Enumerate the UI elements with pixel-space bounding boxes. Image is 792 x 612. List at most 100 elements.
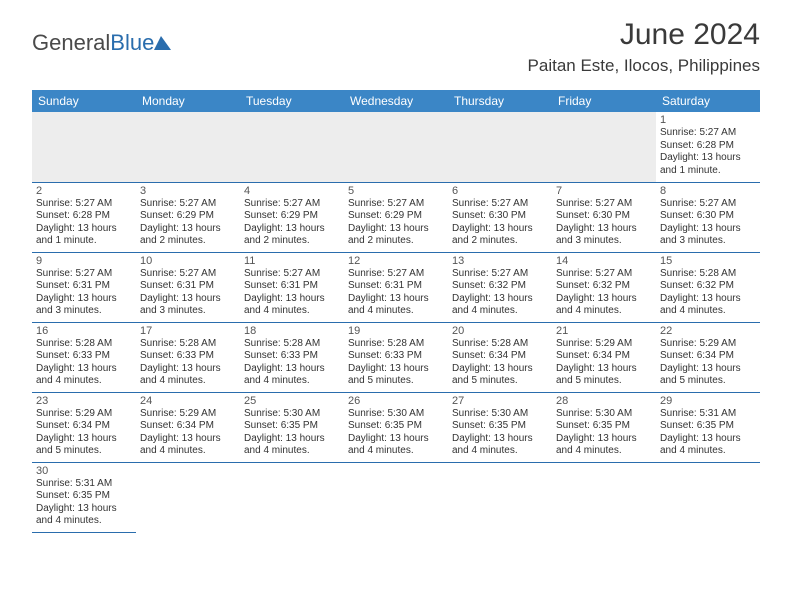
daylight-text: Daylight: 13 hours: [348, 433, 444, 446]
day-number: 7: [556, 185, 652, 197]
day-number: 23: [36, 395, 132, 407]
calendar-cell: 25Sunrise: 5:30 AMSunset: 6:35 PMDayligh…: [240, 392, 344, 462]
calendar-cell: [656, 462, 760, 532]
day-number: 30: [36, 465, 132, 477]
day-number: 10: [140, 255, 236, 267]
daylight-text: and 4 minutes.: [348, 445, 444, 458]
calendar-cell: 14Sunrise: 5:27 AMSunset: 6:32 PMDayligh…: [552, 252, 656, 322]
daylight-text: and 4 minutes.: [244, 375, 340, 388]
calendar-cell: [240, 462, 344, 532]
day-header-row: Sunday Monday Tuesday Wednesday Thursday…: [32, 90, 760, 112]
sunrise-text: Sunrise: 5:28 AM: [660, 268, 756, 281]
daylight-text: Daylight: 13 hours: [140, 223, 236, 236]
daylight-text: Daylight: 13 hours: [452, 293, 548, 306]
location-text: Paitan Este, Ilocos, Philippines: [528, 56, 760, 76]
daylight-text: and 4 minutes.: [348, 305, 444, 318]
sunrise-text: Sunrise: 5:30 AM: [452, 408, 548, 421]
calendar-cell: 4Sunrise: 5:27 AMSunset: 6:29 PMDaylight…: [240, 182, 344, 252]
daylight-text: and 4 minutes.: [36, 515, 132, 528]
sunset-text: Sunset: 6:34 PM: [556, 350, 652, 363]
sunset-text: Sunset: 6:28 PM: [36, 210, 132, 223]
sunrise-text: Sunrise: 5:29 AM: [660, 338, 756, 351]
sunset-text: Sunset: 6:31 PM: [36, 280, 132, 293]
sunset-text: Sunset: 6:29 PM: [348, 210, 444, 223]
sunrise-text: Sunrise: 5:28 AM: [244, 338, 340, 351]
sunset-text: Sunset: 6:32 PM: [660, 280, 756, 293]
calendar-cell: [344, 112, 448, 182]
day-number: 2: [36, 185, 132, 197]
sunset-text: Sunset: 6:29 PM: [140, 210, 236, 223]
calendar-cell: 11Sunrise: 5:27 AMSunset: 6:31 PMDayligh…: [240, 252, 344, 322]
calendar-row: 1Sunrise: 5:27 AMSunset: 6:28 PMDaylight…: [32, 112, 760, 182]
day-number: 17: [140, 325, 236, 337]
sunrise-text: Sunrise: 5:29 AM: [556, 338, 652, 351]
day-number: 6: [452, 185, 548, 197]
calendar-cell: [136, 112, 240, 182]
calendar-row: 16Sunrise: 5:28 AMSunset: 6:33 PMDayligh…: [32, 322, 760, 392]
day-header: Monday: [136, 90, 240, 112]
sunset-text: Sunset: 6:34 PM: [36, 420, 132, 433]
sunrise-text: Sunrise: 5:27 AM: [244, 268, 340, 281]
calendar-cell: 23Sunrise: 5:29 AMSunset: 6:34 PMDayligh…: [32, 392, 136, 462]
day-header: Thursday: [448, 90, 552, 112]
day-header: Tuesday: [240, 90, 344, 112]
sunset-text: Sunset: 6:35 PM: [36, 490, 132, 503]
sunset-text: Sunset: 6:34 PM: [140, 420, 236, 433]
calendar-cell: [552, 462, 656, 532]
daylight-text: Daylight: 13 hours: [556, 293, 652, 306]
daylight-text: and 5 minutes.: [556, 375, 652, 388]
day-number: 18: [244, 325, 340, 337]
sunrise-text: Sunrise: 5:27 AM: [348, 268, 444, 281]
daylight-text: and 4 minutes.: [660, 305, 756, 318]
calendar-table: Sunday Monday Tuesday Wednesday Thursday…: [32, 90, 760, 533]
sunset-text: Sunset: 6:35 PM: [556, 420, 652, 433]
sunrise-text: Sunrise: 5:27 AM: [452, 198, 548, 211]
daylight-text: Daylight: 13 hours: [36, 293, 132, 306]
sunset-text: Sunset: 6:31 PM: [244, 280, 340, 293]
daylight-text: Daylight: 13 hours: [348, 363, 444, 376]
daylight-text: Daylight: 13 hours: [244, 363, 340, 376]
calendar-row: 9Sunrise: 5:27 AMSunset: 6:31 PMDaylight…: [32, 252, 760, 322]
calendar-cell: 27Sunrise: 5:30 AMSunset: 6:35 PMDayligh…: [448, 392, 552, 462]
daylight-text: and 3 minutes.: [660, 235, 756, 248]
calendar-cell: 22Sunrise: 5:29 AMSunset: 6:34 PMDayligh…: [656, 322, 760, 392]
sunset-text: Sunset: 6:35 PM: [348, 420, 444, 433]
calendar-cell: 8Sunrise: 5:27 AMSunset: 6:30 PMDaylight…: [656, 182, 760, 252]
daylight-text: and 4 minutes.: [452, 445, 548, 458]
calendar-cell: 21Sunrise: 5:29 AMSunset: 6:34 PMDayligh…: [552, 322, 656, 392]
day-number: 29: [660, 395, 756, 407]
day-number: 13: [452, 255, 548, 267]
calendar-cell: 30Sunrise: 5:31 AMSunset: 6:35 PMDayligh…: [32, 462, 136, 532]
calendar-cell: 20Sunrise: 5:28 AMSunset: 6:34 PMDayligh…: [448, 322, 552, 392]
daylight-text: Daylight: 13 hours: [244, 223, 340, 236]
daylight-text: Daylight: 13 hours: [660, 152, 756, 165]
daylight-text: Daylight: 13 hours: [452, 363, 548, 376]
calendar-cell: 7Sunrise: 5:27 AMSunset: 6:30 PMDaylight…: [552, 182, 656, 252]
sunrise-text: Sunrise: 5:28 AM: [140, 338, 236, 351]
calendar-cell: 15Sunrise: 5:28 AMSunset: 6:32 PMDayligh…: [656, 252, 760, 322]
day-header: Sunday: [32, 90, 136, 112]
calendar-cell: 29Sunrise: 5:31 AMSunset: 6:35 PMDayligh…: [656, 392, 760, 462]
day-number: 1: [660, 114, 756, 126]
daylight-text: Daylight: 13 hours: [660, 363, 756, 376]
sunrise-text: Sunrise: 5:29 AM: [36, 408, 132, 421]
day-number: 16: [36, 325, 132, 337]
daylight-text: Daylight: 13 hours: [244, 293, 340, 306]
sunrise-text: Sunrise: 5:30 AM: [348, 408, 444, 421]
day-number: 26: [348, 395, 444, 407]
daylight-text: and 5 minutes.: [348, 375, 444, 388]
calendar-cell: 6Sunrise: 5:27 AMSunset: 6:30 PMDaylight…: [448, 182, 552, 252]
sunrise-text: Sunrise: 5:27 AM: [244, 198, 340, 211]
sunset-text: Sunset: 6:32 PM: [556, 280, 652, 293]
daylight-text: Daylight: 13 hours: [348, 223, 444, 236]
calendar-cell: 17Sunrise: 5:28 AMSunset: 6:33 PMDayligh…: [136, 322, 240, 392]
day-number: 24: [140, 395, 236, 407]
daylight-text: and 1 minute.: [36, 235, 132, 248]
calendar-row: 23Sunrise: 5:29 AMSunset: 6:34 PMDayligh…: [32, 392, 760, 462]
sunset-text: Sunset: 6:35 PM: [452, 420, 548, 433]
daylight-text: Daylight: 13 hours: [140, 293, 236, 306]
day-number: 3: [140, 185, 236, 197]
daylight-text: and 3 minutes.: [140, 305, 236, 318]
daylight-text: and 4 minutes.: [244, 445, 340, 458]
daylight-text: and 5 minutes.: [452, 375, 548, 388]
